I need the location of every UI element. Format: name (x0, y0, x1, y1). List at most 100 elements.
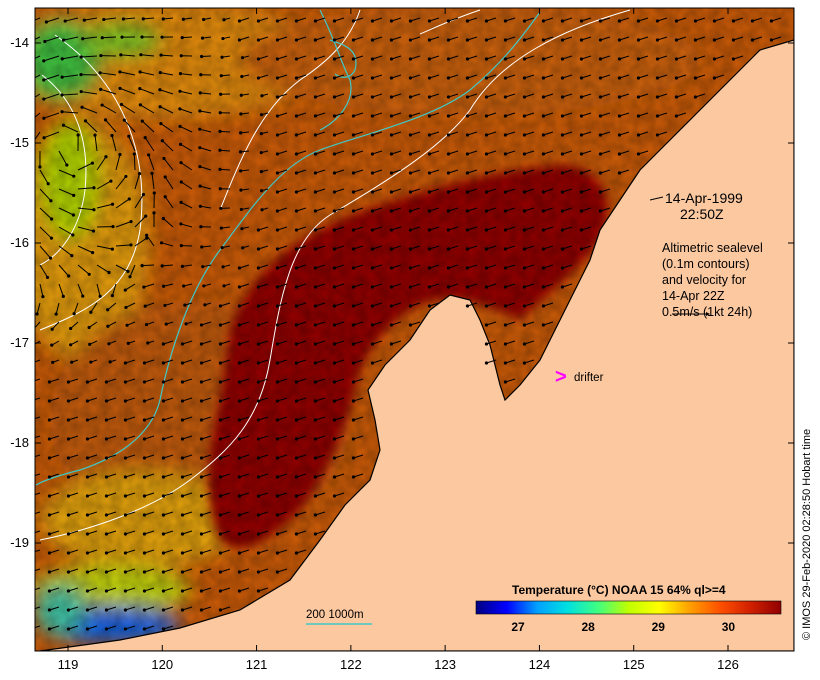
velocity-vector (258, 587, 269, 592)
velocity-vector (524, 112, 535, 117)
velocity-vector (77, 162, 93, 171)
velocity-vector (486, 55, 497, 60)
velocity-vector-head (522, 152, 527, 156)
velocity-vector (429, 188, 440, 193)
velocity-vector (258, 435, 269, 440)
velocity-vector-head (47, 418, 52, 422)
velocity-vector-head (636, 95, 641, 99)
velocity-vector (62, 111, 79, 114)
velocity-vector-head (256, 456, 261, 460)
velocity-vector (486, 93, 497, 98)
velocity-vector (372, 302, 383, 307)
velocity-vector-head (85, 513, 90, 517)
velocity-vector-head (142, 627, 147, 631)
velocity-vector-head (313, 114, 318, 118)
velocity-vector-head (408, 152, 413, 156)
annotation-line-4: 14-Apr 22Z (662, 289, 725, 303)
velocity-vector-head (218, 608, 223, 612)
velocity-vector-head (107, 270, 111, 275)
velocity-vector (334, 302, 345, 307)
velocity-vector-head (655, 114, 660, 118)
velocity-vector (258, 302, 269, 307)
velocity-vector (638, 74, 649, 79)
velocity-vector (87, 511, 98, 516)
velocity-vector (524, 150, 535, 155)
velocity-vector-head (85, 456, 90, 460)
velocity-vector-head (522, 323, 527, 327)
velocity-vector (448, 55, 459, 60)
velocity-vector-head (162, 156, 166, 161)
velocity-vector-head (332, 266, 337, 270)
velocity-vector (35, 321, 41, 329)
velocity-vector (543, 283, 554, 288)
velocity-vector (87, 435, 98, 440)
velocity-vector (200, 92, 212, 95)
velocity-vector (277, 131, 288, 136)
velocity-vector-head (389, 209, 394, 213)
velocity-vector (115, 198, 130, 209)
velocity-vector (87, 625, 98, 630)
velocity-vector (296, 93, 307, 98)
velocity-vector-head (119, 53, 123, 57)
velocity-vector (220, 587, 231, 592)
velocity-vector (163, 530, 174, 535)
velocity-vector (77, 187, 94, 190)
velocity-vector-head (256, 361, 261, 365)
velocity-vector (296, 112, 307, 117)
sealevel-contours (39, 9, 631, 541)
velocity-vector (182, 416, 193, 421)
velocity-vector-head (332, 437, 337, 441)
velocity-vector (334, 131, 345, 136)
velocity-vector (486, 207, 497, 212)
velocity-vector (315, 340, 326, 345)
velocity-vector-head (199, 399, 204, 403)
velocity-vector (429, 17, 440, 22)
velocity-vector (334, 492, 345, 497)
velocity-vector (334, 112, 345, 117)
velocity-vector-head (294, 228, 299, 232)
velocity-vector (410, 169, 421, 174)
velocity-vector (163, 511, 174, 516)
velocity-vector (277, 568, 288, 573)
velocity-vector (676, 17, 687, 22)
velocity-vector (334, 378, 345, 383)
velocity-vector-head (161, 216, 165, 221)
velocity-vector-head (179, 54, 183, 58)
velocity-vector-head (260, 94, 264, 98)
velocity-vector (179, 90, 193, 95)
velocity-vector-head (655, 38, 660, 42)
velocity-vector-head (70, 253, 74, 258)
velocity-vectors (35, 17, 782, 631)
velocity-vector (486, 131, 497, 136)
velocity-vector-head (42, 59, 46, 63)
velocity-vector (77, 226, 94, 232)
velocity-vector-head (446, 95, 451, 99)
velocity-vector-head (140, 264, 144, 268)
velocity-vector (391, 74, 402, 79)
velocity-vector (201, 568, 212, 573)
velocity-vector-head (180, 551, 185, 555)
velocity-vector (277, 264, 288, 269)
velocity-vector (372, 207, 383, 212)
velocity-vector-head (313, 304, 318, 308)
velocity-vector (125, 549, 136, 554)
velocity-vector-head (161, 361, 166, 365)
velocity-vector (106, 435, 117, 440)
velocity-vector (125, 378, 136, 383)
velocity-vector-head (446, 247, 451, 251)
velocity-vector-head (522, 57, 527, 61)
velocity-vector-head (199, 570, 204, 574)
velocity-vector (68, 397, 79, 402)
velocity-vector (429, 93, 440, 98)
velocity-vector (220, 416, 231, 421)
velocity-vector (486, 36, 497, 41)
velocity-vector-head (655, 133, 660, 137)
velocity-vector-head (560, 190, 565, 194)
velocity-vector-head (541, 247, 546, 251)
velocity-vector-head (47, 551, 52, 555)
velocity-vector (87, 606, 98, 611)
velocity-vector (296, 340, 307, 345)
velocity-vector-head (199, 225, 203, 229)
velocity-vector-head (275, 513, 280, 517)
velocity-vector-head (484, 57, 489, 61)
